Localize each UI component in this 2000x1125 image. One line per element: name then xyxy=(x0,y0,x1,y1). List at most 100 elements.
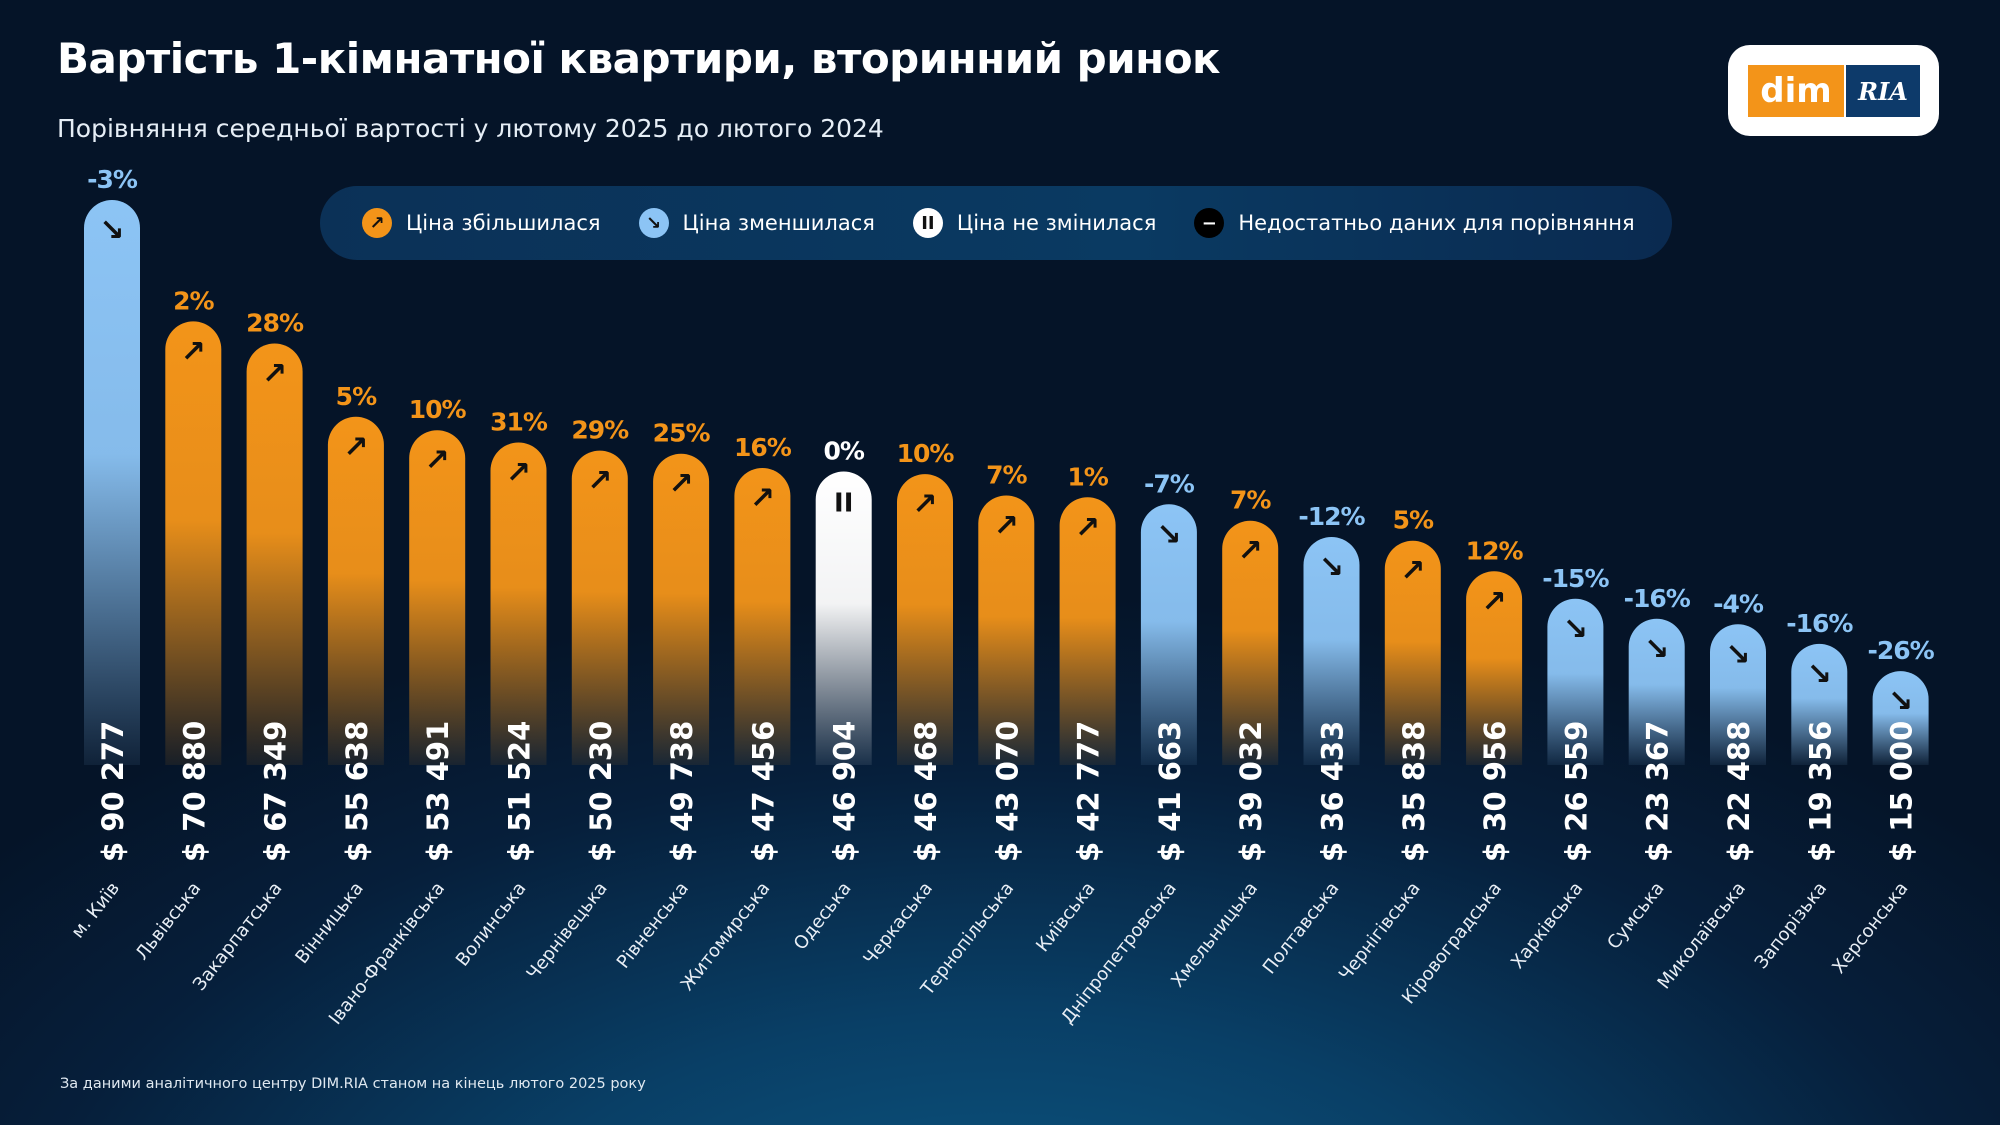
change-label: 5% xyxy=(1393,506,1434,535)
legend-label: Недостатньо даних для порівняння xyxy=(1238,211,1635,235)
value-label: $ 35 838 xyxy=(1397,721,1431,862)
arrow-up-right-icon: ↗ xyxy=(362,208,392,238)
bar-group: ↗ 10% $ 46 468 Черкаська xyxy=(859,439,955,969)
change-label: -26% xyxy=(1867,636,1934,665)
value-label: $ 51 524 xyxy=(503,721,537,862)
value-label: $ 67 349 xyxy=(259,721,293,862)
bar-group: ↘ -16% $ 23 367 Сумська xyxy=(1603,584,1691,954)
pause-icon: II xyxy=(912,208,943,238)
bar-group: ↗ 2% $ 70 880 Львівська xyxy=(132,286,222,964)
bar-group: II 0% $ 46 904 Одеська xyxy=(790,436,872,954)
arrow-up-right-icon: ↗ xyxy=(994,508,1019,543)
change-label: 29% xyxy=(571,416,629,445)
change-label: 2% xyxy=(173,286,214,315)
footnote: За даними аналітичного центру DIM.RIA ст… xyxy=(60,1076,646,1092)
value-label: $ 90 277 xyxy=(96,721,130,862)
category-label: Львівська xyxy=(132,878,206,964)
value-label: $ 39 032 xyxy=(1234,721,1268,862)
arrow-down-right-icon: ↘ xyxy=(1807,657,1832,692)
change-label: -4% xyxy=(1713,589,1764,618)
bar xyxy=(978,495,1035,765)
value-label: $ 55 638 xyxy=(340,721,374,862)
category-label: Сумська xyxy=(1603,878,1668,953)
category-label: Закарпатська xyxy=(189,878,287,995)
minus-icon: − xyxy=(1194,208,1225,238)
bar xyxy=(1303,536,1360,765)
change-label: -16% xyxy=(1786,609,1853,638)
bar xyxy=(165,321,222,765)
change-label: 12% xyxy=(1466,536,1524,565)
bar xyxy=(409,430,466,765)
bar xyxy=(571,450,628,765)
bar xyxy=(246,343,303,765)
bar xyxy=(1547,598,1604,765)
bar-group: ↘ -3% $ 90 277 м. Київ xyxy=(67,165,140,942)
change-label: 10% xyxy=(897,439,955,468)
value-label: $ 47 456 xyxy=(746,721,780,862)
value-label: $ 23 367 xyxy=(1641,721,1675,862)
change-label: 0% xyxy=(823,436,864,465)
category-label: Запорізька xyxy=(1751,878,1832,973)
legend-label: Ціна зменшилася xyxy=(682,211,875,235)
category-label: Полтавська xyxy=(1259,878,1344,978)
arrow-up-right-icon: ↗ xyxy=(343,430,368,465)
value-label: $ 30 956 xyxy=(1478,721,1512,862)
category-label: Чернігівська xyxy=(1335,878,1425,985)
bar-group: ↗ 5% $ 55 638 Вінницька xyxy=(291,382,384,968)
value-label: $ 26 559 xyxy=(1559,721,1593,862)
value-label: $ 43 070 xyxy=(990,721,1024,862)
value-label: $ 15 000 xyxy=(1885,721,1919,862)
legend-label: Ціна не змінилася xyxy=(956,211,1157,235)
chart-legend: ↗ Ціна збільшилася ↘ Ціна зменшилася II … xyxy=(320,186,1672,260)
bar xyxy=(1628,618,1685,765)
value-label: $ 36 433 xyxy=(1316,721,1350,862)
change-label: 16% xyxy=(734,433,792,462)
bar-group: ↗ 1% $ 42 777 Київська xyxy=(1032,462,1116,956)
bar xyxy=(490,442,547,765)
category-label: Харківська xyxy=(1507,878,1587,973)
dim-ria-logo: dim RIA xyxy=(1728,45,1939,136)
bar xyxy=(1466,571,1523,765)
arrow-up-right-icon: ↗ xyxy=(181,334,206,369)
bar-group: ↗ 31% $ 51 524 Волинська xyxy=(452,408,549,971)
category-label: Одеська xyxy=(790,878,856,954)
arrow-down-right-icon: ↘ xyxy=(1644,632,1669,667)
change-label: 1% xyxy=(1067,462,1108,491)
change-label: -7% xyxy=(1144,469,1195,498)
bar xyxy=(815,471,872,765)
change-label: 31% xyxy=(490,408,548,437)
bar xyxy=(1059,497,1116,765)
value-label: $ 53 491 xyxy=(421,721,455,862)
bar xyxy=(1710,624,1766,765)
value-label: $ 46 468 xyxy=(909,721,943,862)
arrow-up-right-icon: ↗ xyxy=(262,356,287,391)
value-label: $ 19 356 xyxy=(1803,721,1837,862)
legend-item-down: ↘ Ціна зменшилася xyxy=(638,208,875,238)
bar xyxy=(327,416,384,765)
bar xyxy=(1872,671,1929,765)
logo-dim: dim xyxy=(1748,65,1844,117)
arrow-up-right-icon: ↗ xyxy=(1400,554,1425,589)
arrow-up-right-icon: ↗ xyxy=(587,464,612,499)
arrow-down-right-icon: ↘ xyxy=(1888,684,1913,719)
category-label: Київська xyxy=(1032,878,1099,956)
bar-group: ↘ -15% $ 26 559 Харківська xyxy=(1507,564,1611,973)
bar xyxy=(1791,643,1848,765)
bar xyxy=(84,200,140,766)
change-label: 5% xyxy=(336,382,377,411)
bar xyxy=(734,467,791,765)
category-label: Волинська xyxy=(452,878,531,970)
arrow-up-right-icon: ↗ xyxy=(506,456,531,491)
bar xyxy=(1140,504,1197,765)
arrow-down-right-icon: ↘ xyxy=(1563,612,1588,647)
change-label: 7% xyxy=(986,460,1027,489)
category-label: Хмельницька xyxy=(1167,878,1262,991)
change-label: -12% xyxy=(1298,502,1365,531)
arrow-up-right-icon: ↗ xyxy=(912,487,937,522)
category-label: Вінницька xyxy=(291,878,367,968)
legend-item-same: II Ціна не змінилася xyxy=(912,208,1157,238)
category-label: Житомирська xyxy=(677,878,775,995)
bar xyxy=(1222,520,1279,765)
category-label: Рівненська xyxy=(613,878,693,972)
value-label: $ 22 488 xyxy=(1722,721,1756,862)
